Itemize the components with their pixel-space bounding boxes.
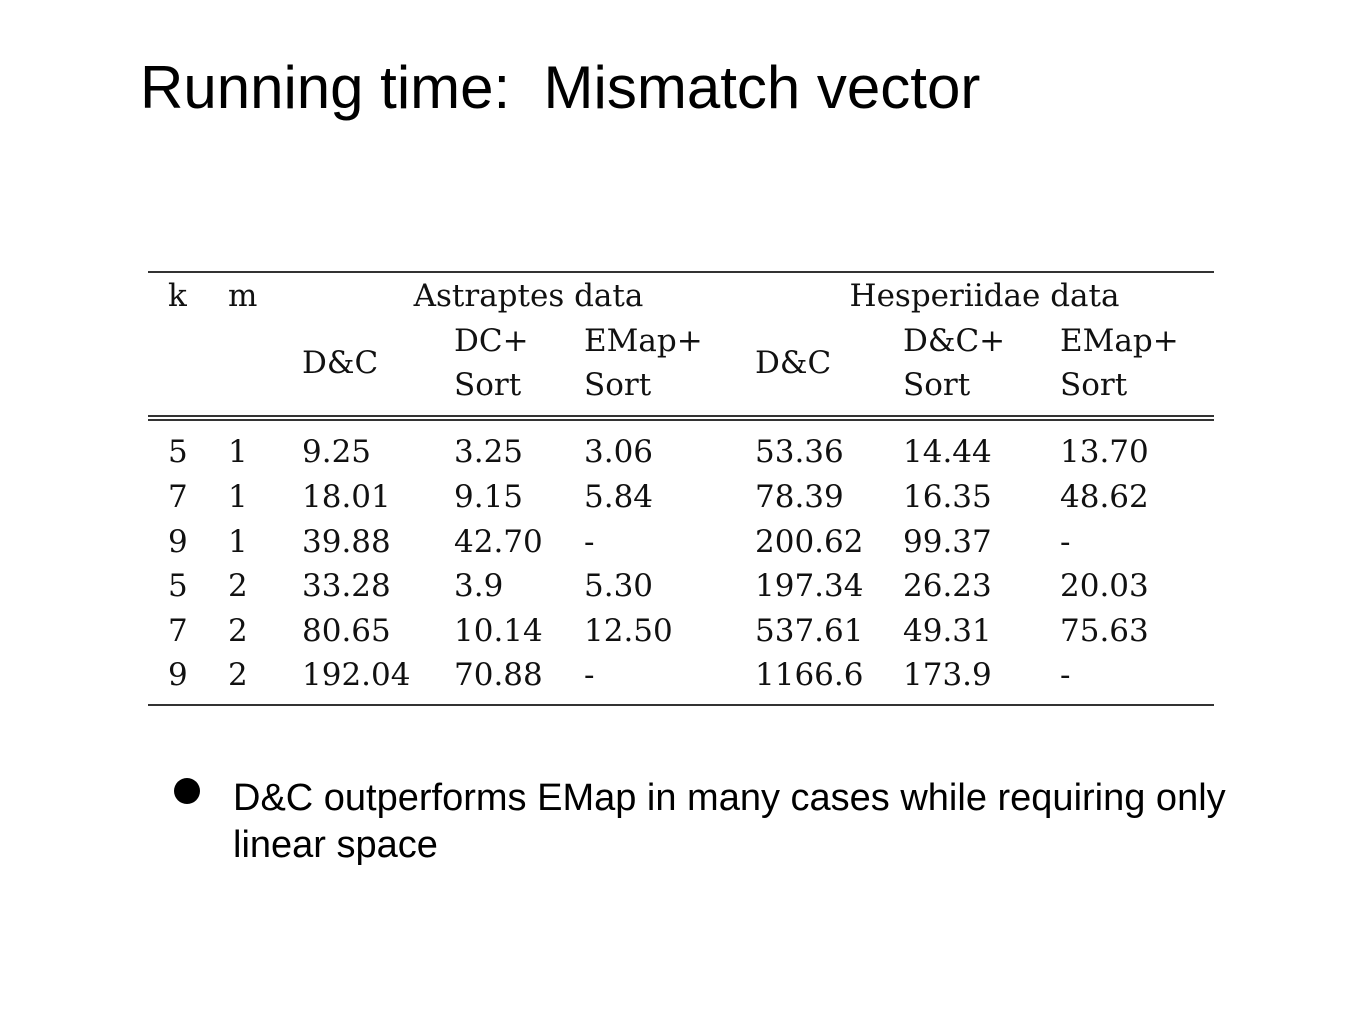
cell-astraptes-dc: 18.01 <box>302 479 391 516</box>
cell-k: 7 <box>168 479 188 516</box>
slide-title: Running time: Mismatch vector <box>140 54 981 121</box>
table-row: 5 1 9.25 3.25 3.06 53.36 14.44 13.70 <box>148 415 1215 475</box>
cell-astraptes-emapsort: 5.84 <box>584 479 654 516</box>
cell-hesperiidae-dcsort: 26.23 <box>903 568 992 605</box>
table-row: 5 2 33.28 3.9 5.30 197.34 26.23 20.03 <box>148 564 1214 609</box>
cell-astraptes-dc: 9.25 <box>302 415 454 475</box>
header-k: k <box>168 278 187 314</box>
cell-hesperiidae-emapsort: 13.70 <box>1060 415 1215 475</box>
cell-astraptes-dc: 39.88 <box>302 523 391 560</box>
cell-m: 1 <box>228 479 248 516</box>
cell-k: 9 <box>168 523 188 560</box>
cell-hesperiidae-dcsort: 14.44 <box>903 415 1060 475</box>
header-astraptes-emapsort: EMap+ Sort <box>584 319 755 418</box>
header-hesperiidae-dc: D&C <box>755 319 903 418</box>
header-astraptes-dc-label: D&C <box>302 345 379 381</box>
header-astraptes-emapsort-line1: EMap+ <box>584 323 703 359</box>
cell-hesperiidae-dcsort: 173.9 <box>903 653 1060 706</box>
cell-hesperiidae-dc: 200.62 <box>755 523 864 560</box>
header-hesperiidae-emapsort-line2: Sort <box>1060 367 1128 403</box>
cell-hesperiidae-dc: 78.39 <box>755 479 844 516</box>
cell-hesperiidae-emapsort: 75.63 <box>1060 612 1149 649</box>
cell-m: 2 <box>228 612 248 649</box>
cell-m: 2 <box>212 653 302 706</box>
cell-astraptes-emapsort: 3.06 <box>584 415 755 475</box>
cell-astraptes-dcsort: 10.14 <box>454 612 543 649</box>
cell-hesperiidae-dc: 197.34 <box>755 568 864 605</box>
bullet-text: D&C outperforms EMap in many cases while… <box>233 777 1226 866</box>
header-hesperiidae-emapsort: EMap+ Sort <box>1060 319 1214 418</box>
cell-astraptes-dcsort: 3.9 <box>454 568 504 605</box>
bullet-dot-icon <box>174 778 200 804</box>
header-astraptes-dc: D&C <box>302 319 454 418</box>
header-astraptes-dcsort: DC+ Sort <box>454 319 584 418</box>
cell-k: 5 <box>168 568 188 605</box>
cell-hesperiidae-dc: 537.61 <box>755 612 864 649</box>
header-hesperiidae-dcsort: D&C+ Sort <box>903 319 1060 418</box>
cell-k: 7 <box>168 612 188 649</box>
cell-m: 2 <box>228 568 248 605</box>
cell-hesperiidae-emapsort: 48.62 <box>1060 479 1149 516</box>
cell-astraptes-dcsort: 3.25 <box>454 415 584 475</box>
cell-astraptes-dc: 33.28 <box>302 568 391 605</box>
cell-hesperiidae-dc: 1166.6 <box>755 653 903 706</box>
cell-hesperiidae-emapsort: 20.03 <box>1060 568 1149 605</box>
cell-astraptes-dcsort: 42.70 <box>454 523 543 560</box>
header-row-groups: k m Astraptes data Hesperiidae data <box>148 272 1215 319</box>
cell-hesperiidae-dc: 53.36 <box>755 415 903 475</box>
header-hesperiidae-dc-label: D&C <box>755 345 832 381</box>
bullet-item: D&C outperforms EMap in many cases while… <box>0 775 1233 869</box>
cell-astraptes-emapsort: - <box>584 523 595 560</box>
header-empty-m <box>212 319 302 418</box>
cell-astraptes-dcsort: 9.15 <box>454 479 524 516</box>
cell-astraptes-dc: 192.04 <box>302 653 454 706</box>
table-body: 5 1 9.25 3.25 3.06 53.36 14.44 13.70 7 1… <box>148 415 1215 706</box>
header-m: m <box>228 278 258 314</box>
cell-hesperiidae-dcsort: 99.37 <box>903 523 992 560</box>
cell-hesperiidae-emapsort: - <box>1060 523 1071 560</box>
header-hesperiidae-dcsort-line1: D&C+ <box>903 323 1006 359</box>
header-astraptes-dcsort-line2: Sort <box>454 367 522 403</box>
running-time-table: k m Astraptes data Hesperiidae data D&C … <box>148 271 1215 706</box>
cell-hesperiidae-dcsort: 49.31 <box>903 612 992 649</box>
header-empty-k <box>148 319 212 418</box>
bullet-list: D&C outperforms EMap in many cases while… <box>0 775 1365 869</box>
header-astraptes-dcsort-line1: DC+ <box>454 323 529 359</box>
table-row: 7 1 18.01 9.15 5.84 78.39 16.35 48.62 <box>148 475 1214 520</box>
cell-hesperiidae-emapsort: - <box>1060 653 1215 706</box>
cell-hesperiidae-dcsort: 16.35 <box>903 479 992 516</box>
table-header: k m Astraptes data Hesperiidae data D&C … <box>148 272 1215 418</box>
header-row-methods: D&C DC+ Sort EMap+ Sort D&C D&C+ Sort EMap+… <box>148 319 1214 418</box>
results-table-container: k m Astraptes data Hesperiidae data D&C … <box>148 271 1215 706</box>
cell-k: 9 <box>148 653 212 706</box>
header-group-hesperiidae: Hesperiidae data <box>849 278 1120 314</box>
header-group-astraptes: Astraptes data <box>413 278 644 314</box>
header-hesperiidae-emapsort-line1: EMap+ <box>1060 323 1179 359</box>
cell-astraptes-dcsort: 70.88 <box>454 653 584 706</box>
cell-astraptes-dc: 80.65 <box>302 612 391 649</box>
header-astraptes-emapsort-line2: Sort <box>584 367 652 403</box>
table-row: 9 1 39.88 42.70 - 200.62 99.37 - <box>148 520 1214 565</box>
table-row: 9 2 192.04 70.88 - 1166.6 173.9 - <box>148 653 1215 706</box>
cell-k: 5 <box>148 415 212 475</box>
cell-astraptes-emapsort: 5.30 <box>584 568 654 605</box>
cell-m: 1 <box>228 523 248 560</box>
cell-astraptes-emapsort: 12.50 <box>584 612 673 649</box>
cell-astraptes-emapsort: - <box>584 653 755 706</box>
header-hesperiidae-dcsort-line2: Sort <box>903 367 971 403</box>
table-row: 7 2 80.65 10.14 12.50 537.61 49.31 75.63 <box>148 609 1214 654</box>
cell-m: 1 <box>212 415 302 475</box>
